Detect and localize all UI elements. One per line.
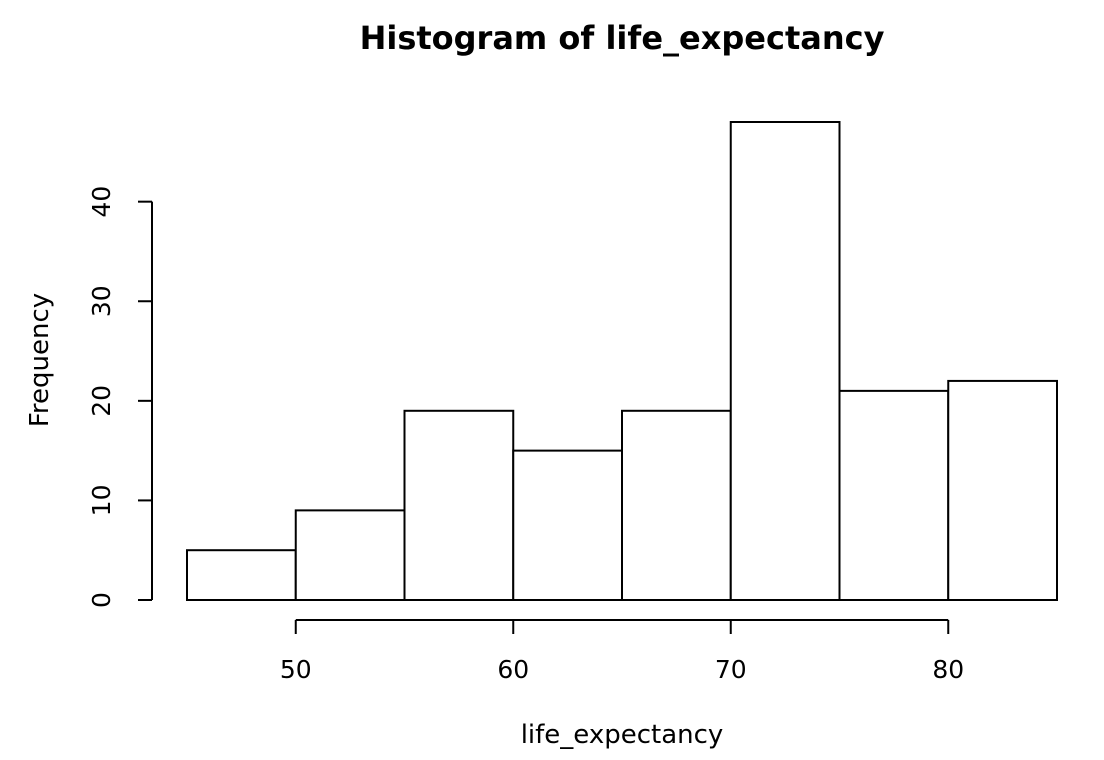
- x-tick-label-3: 80: [932, 655, 964, 684]
- histogram-bar-2: [403, 409, 515, 601]
- y-tick-label-1: 10: [87, 485, 116, 517]
- y-axis: 0 10 20 30 40: [87, 186, 153, 608]
- x-tick-label-0: 50: [280, 655, 312, 684]
- y-tick-label-0: 0: [87, 592, 116, 608]
- histogram-bar-6: [838, 389, 950, 601]
- y-tick-label-2: 20: [87, 385, 116, 417]
- y-axis-label: Frequency: [25, 293, 55, 427]
- histogram-bar-0: [186, 549, 297, 601]
- y-tick-label-3: 30: [87, 285, 116, 317]
- histogram-bar-7: [947, 379, 1058, 601]
- x-tick-label-2: 70: [715, 655, 747, 684]
- chart-title: Histogram of life_expectancy: [360, 19, 885, 57]
- x-axis-label: life_expectancy: [521, 720, 724, 750]
- histogram-bar-1: [294, 509, 406, 601]
- bars-group: [186, 121, 1058, 601]
- histogram-bar-5: [729, 121, 841, 601]
- y-tick-label-4: 40: [87, 186, 116, 218]
- x-axis: 50 60 70 80: [280, 619, 964, 684]
- x-tick-label-1: 60: [497, 655, 529, 684]
- histogram-bar-3: [512, 449, 623, 601]
- histogram-bar-4: [621, 409, 732, 601]
